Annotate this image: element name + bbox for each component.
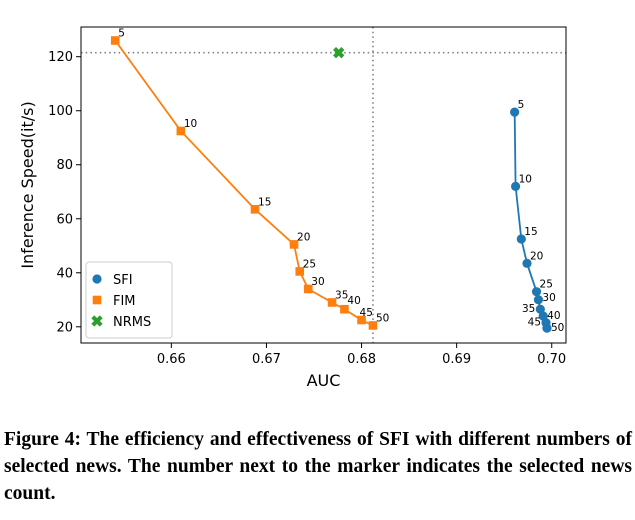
fim-point-label: 35 (335, 289, 348, 301)
sfi-point-label: 5 (518, 99, 525, 111)
fim-point (295, 267, 305, 276)
fim-point-label: 45 (360, 307, 373, 319)
fim-point (110, 36, 120, 45)
x-tick-label: 0.70 (537, 352, 566, 367)
sfi-point-label: 30 (542, 292, 555, 304)
axes-frame (80, 26, 567, 344)
fim-legend-marker (92, 295, 102, 305)
fim-point-label: 50 (376, 312, 389, 324)
y-axis-title: Inference Speed(it/s) (18, 101, 37, 268)
sfi-point-label: 15 (524, 226, 537, 238)
sfi-point (531, 287, 542, 297)
sfi-legend-marker (92, 274, 102, 284)
sfi-point-label: 40 (547, 310, 560, 322)
sfi-point (516, 234, 526, 244)
y-tick-label: 80 (56, 158, 73, 173)
y-tick-label: 20 (56, 320, 73, 335)
fim-point-label: 20 (297, 231, 310, 243)
fim-point (368, 321, 378, 330)
x-tick-label: 0.66 (157, 352, 186, 367)
legend-entry: NRMS (113, 315, 151, 330)
legend-entry: FIM (113, 294, 136, 309)
y-tick-label: 60 (56, 212, 73, 227)
sfi-point-label: 35 (522, 303, 535, 315)
fim-point (340, 304, 349, 314)
fim-point-label: 15 (258, 196, 271, 208)
fim-point (176, 126, 186, 136)
x-tick-label: 0.68 (347, 352, 376, 367)
sfi-point (542, 323, 552, 333)
sfi-point-label: 25 (540, 279, 553, 291)
sfi-point-label: 50 (551, 322, 564, 334)
fim-series-line (114, 39, 374, 327)
fim-point-label: 10 (184, 118, 197, 130)
sfi-point-label: 20 (530, 250, 543, 262)
fim-point-label: 5 (118, 28, 125, 40)
fim-point (289, 240, 299, 249)
sfi-point (510, 181, 521, 191)
x-tick-label: 0.69 (442, 352, 471, 367)
y-tick-label: 40 (56, 266, 73, 281)
x-tick-label: 0.67 (252, 352, 281, 367)
sfi-point (510, 107, 520, 117)
y-tick-label: 120 (48, 50, 73, 65)
fim-point-label: 30 (311, 276, 324, 288)
legend: SFI FIM NRMS (85, 261, 173, 339)
fim-point (357, 315, 366, 325)
sfi-point (522, 258, 532, 268)
sfi-point-label: 45 (528, 317, 541, 329)
nrms-legend-marker (91, 315, 103, 327)
x-axis-title: AUC (307, 371, 341, 390)
sfi-point (533, 295, 544, 305)
fim-point (250, 205, 260, 214)
fim-point (327, 298, 337, 307)
nrms-point (333, 46, 345, 59)
plot-area: 0.66 0.67 0.68 0.69 0.70 20 40 60 80 100 120 5 10 15 2… (48, 26, 567, 367)
legend-box (85, 261, 173, 339)
y-tick-label: 100 (48, 104, 73, 119)
figure-caption: Figure 4: The efficiency and effectivene… (4, 429, 632, 504)
chart: 0.66 0.67 0.68 0.69 0.70 20 40 60 80 100 120 5 10 15 2… (18, 26, 567, 390)
fim-point-label: 40 (347, 295, 360, 307)
fim-point-label: 25 (303, 258, 316, 270)
fim-point (303, 284, 313, 294)
legend-entry: SFI (113, 273, 133, 288)
sfi-point-label: 10 (519, 173, 532, 185)
